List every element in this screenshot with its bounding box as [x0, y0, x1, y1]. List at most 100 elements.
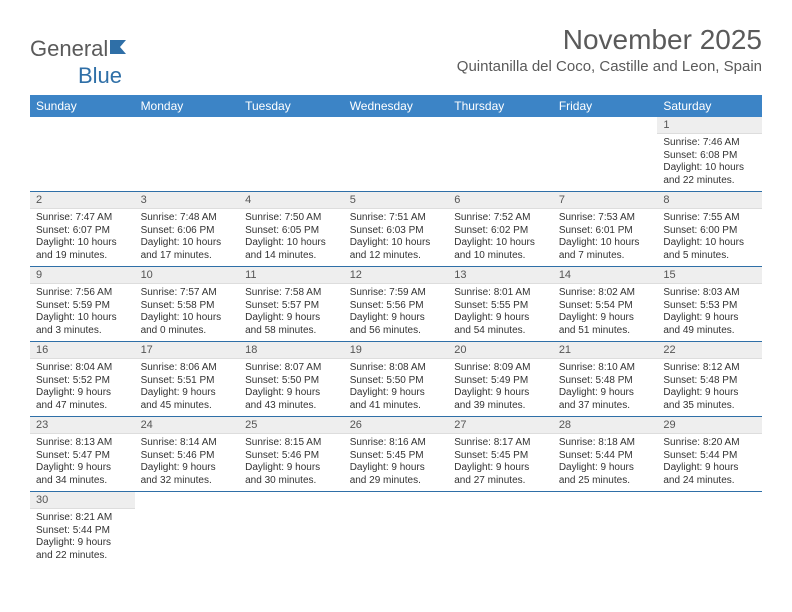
day-line: Daylight: 9 hours — [559, 462, 652, 475]
day-line: Daylight: 9 hours — [36, 537, 129, 550]
day-line: and 34 minutes. — [36, 475, 129, 488]
day-content: Sunrise: 8:18 AMSunset: 5:44 PMDaylight:… — [553, 434, 658, 491]
weekday-header: Friday — [553, 95, 658, 117]
weekday-header: Sunday — [30, 95, 135, 117]
calendar-cell: 3Sunrise: 7:48 AMSunset: 6:06 PMDaylight… — [135, 192, 240, 267]
calendar-cell: 16Sunrise: 8:04 AMSunset: 5:52 PMDayligh… — [30, 342, 135, 417]
day-line: Sunrise: 8:17 AM — [454, 437, 547, 450]
day-content: Sunrise: 8:15 AMSunset: 5:46 PMDaylight:… — [239, 434, 344, 491]
day-line: Sunrise: 7:55 AM — [663, 212, 756, 225]
day-content: Sunrise: 7:51 AMSunset: 6:03 PMDaylight:… — [344, 209, 449, 266]
calendar-cell: 13Sunrise: 8:01 AMSunset: 5:55 PMDayligh… — [448, 267, 553, 342]
day-line: Sunset: 5:59 PM — [36, 300, 129, 313]
day-line: Sunset: 6:08 PM — [663, 150, 756, 163]
day-number: 24 — [135, 417, 240, 434]
day-content: Sunrise: 7:52 AMSunset: 6:02 PMDaylight:… — [448, 209, 553, 266]
day-line: and 22 minutes. — [663, 175, 756, 188]
day-line: and 22 minutes. — [36, 550, 129, 563]
weekday-header-row: Sunday Monday Tuesday Wednesday Thursday… — [30, 95, 762, 117]
day-line: Sunset: 5:53 PM — [663, 300, 756, 313]
day-line: Daylight: 10 hours — [245, 237, 338, 250]
day-line: and 29 minutes. — [350, 475, 443, 488]
calendar-cell: 25Sunrise: 8:15 AMSunset: 5:46 PMDayligh… — [239, 417, 344, 492]
day-line: and 24 minutes. — [663, 475, 756, 488]
calendar-cell: 2Sunrise: 7:47 AMSunset: 6:07 PMDaylight… — [30, 192, 135, 267]
day-line: and 58 minutes. — [245, 325, 338, 338]
calendar-cell: 29Sunrise: 8:20 AMSunset: 5:44 PMDayligh… — [657, 417, 762, 492]
calendar-cell: 7Sunrise: 7:53 AMSunset: 6:01 PMDaylight… — [553, 192, 658, 267]
day-line: Sunrise: 8:10 AM — [559, 362, 652, 375]
day-line: Sunset: 5:46 PM — [245, 450, 338, 463]
logo-text-1: General — [30, 36, 108, 62]
day-line: Daylight: 9 hours — [663, 462, 756, 475]
day-line: Daylight: 9 hours — [36, 462, 129, 475]
day-line: and 32 minutes. — [141, 475, 234, 488]
day-line: Sunset: 6:01 PM — [559, 225, 652, 238]
day-line: Sunset: 5:44 PM — [36, 525, 129, 538]
day-content: Sunrise: 7:58 AMSunset: 5:57 PMDaylight:… — [239, 284, 344, 341]
day-line: Sunset: 5:50 PM — [245, 375, 338, 388]
calendar-cell: 6Sunrise: 7:52 AMSunset: 6:02 PMDaylight… — [448, 192, 553, 267]
day-line: Sunrise: 7:58 AM — [245, 287, 338, 300]
day-line: Sunset: 5:56 PM — [350, 300, 443, 313]
day-line: and 41 minutes. — [350, 400, 443, 413]
calendar-cell: 27Sunrise: 8:17 AMSunset: 5:45 PMDayligh… — [448, 417, 553, 492]
day-number: 13 — [448, 267, 553, 284]
day-line: and 37 minutes. — [559, 400, 652, 413]
day-content: Sunrise: 8:20 AMSunset: 5:44 PMDaylight:… — [657, 434, 762, 491]
day-line: Sunrise: 8:15 AM — [245, 437, 338, 450]
day-number: 26 — [344, 417, 449, 434]
day-line: Sunrise: 8:02 AM — [559, 287, 652, 300]
day-line: Sunset: 5:44 PM — [559, 450, 652, 463]
day-line: Sunset: 5:46 PM — [141, 450, 234, 463]
calendar-cell: 11Sunrise: 7:58 AMSunset: 5:57 PMDayligh… — [239, 267, 344, 342]
day-line: and 5 minutes. — [663, 250, 756, 263]
day-number: 17 — [135, 342, 240, 359]
day-content: Sunrise: 8:04 AMSunset: 5:52 PMDaylight:… — [30, 359, 135, 416]
day-line: Sunset: 5:44 PM — [663, 450, 756, 463]
day-line: Sunset: 6:02 PM — [454, 225, 547, 238]
day-number: 30 — [30, 492, 135, 509]
logo-text-2: Blue — [78, 63, 122, 88]
day-line: and 51 minutes. — [559, 325, 652, 338]
calendar-cell: 17Sunrise: 8:06 AMSunset: 5:51 PMDayligh… — [135, 342, 240, 417]
calendar-cell: 18Sunrise: 8:07 AMSunset: 5:50 PMDayligh… — [239, 342, 344, 417]
day-line: Sunset: 6:05 PM — [245, 225, 338, 238]
day-line: Sunrise: 8:03 AM — [663, 287, 756, 300]
day-line: Sunrise: 8:20 AM — [663, 437, 756, 450]
day-line: Daylight: 9 hours — [454, 462, 547, 475]
day-number: 22 — [657, 342, 762, 359]
calendar-cell: 24Sunrise: 8:14 AMSunset: 5:46 PMDayligh… — [135, 417, 240, 492]
day-content: Sunrise: 7:57 AMSunset: 5:58 PMDaylight:… — [135, 284, 240, 341]
calendar-cell: 15Sunrise: 8:03 AMSunset: 5:53 PMDayligh… — [657, 267, 762, 342]
calendar-cell: 4Sunrise: 7:50 AMSunset: 6:05 PMDaylight… — [239, 192, 344, 267]
day-content: Sunrise: 8:06 AMSunset: 5:51 PMDaylight:… — [135, 359, 240, 416]
day-line: Daylight: 9 hours — [663, 387, 756, 400]
day-line: Sunrise: 7:56 AM — [36, 287, 129, 300]
day-line: Sunset: 5:48 PM — [663, 375, 756, 388]
day-line: Daylight: 10 hours — [350, 237, 443, 250]
calendar-row: 23Sunrise: 8:13 AMSunset: 5:47 PMDayligh… — [30, 417, 762, 492]
calendar-cell — [448, 117, 553, 192]
day-line: Daylight: 10 hours — [141, 237, 234, 250]
day-line: Sunrise: 8:12 AM — [663, 362, 756, 375]
day-number: 28 — [553, 417, 658, 434]
calendar-cell — [135, 117, 240, 192]
calendar-cell — [448, 492, 553, 567]
day-number: 7 — [553, 192, 658, 209]
day-line: and 43 minutes. — [245, 400, 338, 413]
calendar-cell: 19Sunrise: 8:08 AMSunset: 5:50 PMDayligh… — [344, 342, 449, 417]
day-line: Sunrise: 8:04 AM — [36, 362, 129, 375]
day-content: Sunrise: 8:13 AMSunset: 5:47 PMDaylight:… — [30, 434, 135, 491]
calendar-row: 2Sunrise: 7:47 AMSunset: 6:07 PMDaylight… — [30, 192, 762, 267]
location: Quintanilla del Coco, Castille and Leon,… — [457, 58, 762, 75]
day-line: and 45 minutes. — [141, 400, 234, 413]
day-line: Sunrise: 8:13 AM — [36, 437, 129, 450]
day-line: Daylight: 9 hours — [245, 387, 338, 400]
day-number: 27 — [448, 417, 553, 434]
calendar-cell: 5Sunrise: 7:51 AMSunset: 6:03 PMDaylight… — [344, 192, 449, 267]
day-number: 29 — [657, 417, 762, 434]
day-line: Daylight: 10 hours — [36, 312, 129, 325]
day-line: Daylight: 9 hours — [454, 312, 547, 325]
day-line: and 12 minutes. — [350, 250, 443, 263]
